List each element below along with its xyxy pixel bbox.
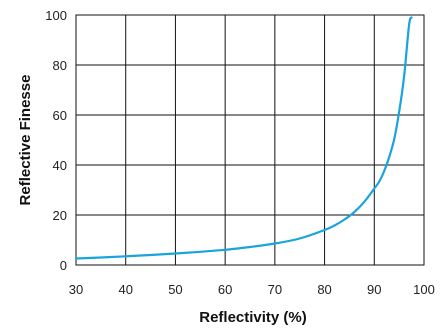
- x-tick-label: 30: [69, 282, 83, 297]
- y-tick-label: 100: [45, 8, 67, 23]
- x-axis-ticks: 30 40 50 60 70 80 90 100: [69, 282, 435, 297]
- x-axis-title: Reflectivity (%): [199, 309, 307, 326]
- x-tick-label: 40: [118, 282, 132, 297]
- x-tick-label: 90: [367, 282, 381, 297]
- y-tick-label: 0: [60, 258, 67, 273]
- y-tick-label: 20: [53, 208, 67, 223]
- x-tick-label: 60: [218, 282, 232, 297]
- y-tick-label: 40: [53, 158, 67, 173]
- plot-frame: [75, 14, 425, 266]
- x-tick-label: 70: [268, 282, 282, 297]
- grid: [75, 14, 425, 266]
- y-tick-label: 60: [53, 108, 67, 123]
- x-tick-label: 80: [317, 282, 331, 297]
- y-tick-label: 80: [53, 58, 67, 73]
- x-tick-label: 50: [168, 282, 182, 297]
- x-tick-label: 100: [413, 282, 435, 297]
- y-axis-ticks: 0 20 40 60 80 100: [45, 8, 67, 273]
- series-line: [74, 16, 413, 260]
- y-axis-title: Reflective Finesse: [17, 75, 34, 206]
